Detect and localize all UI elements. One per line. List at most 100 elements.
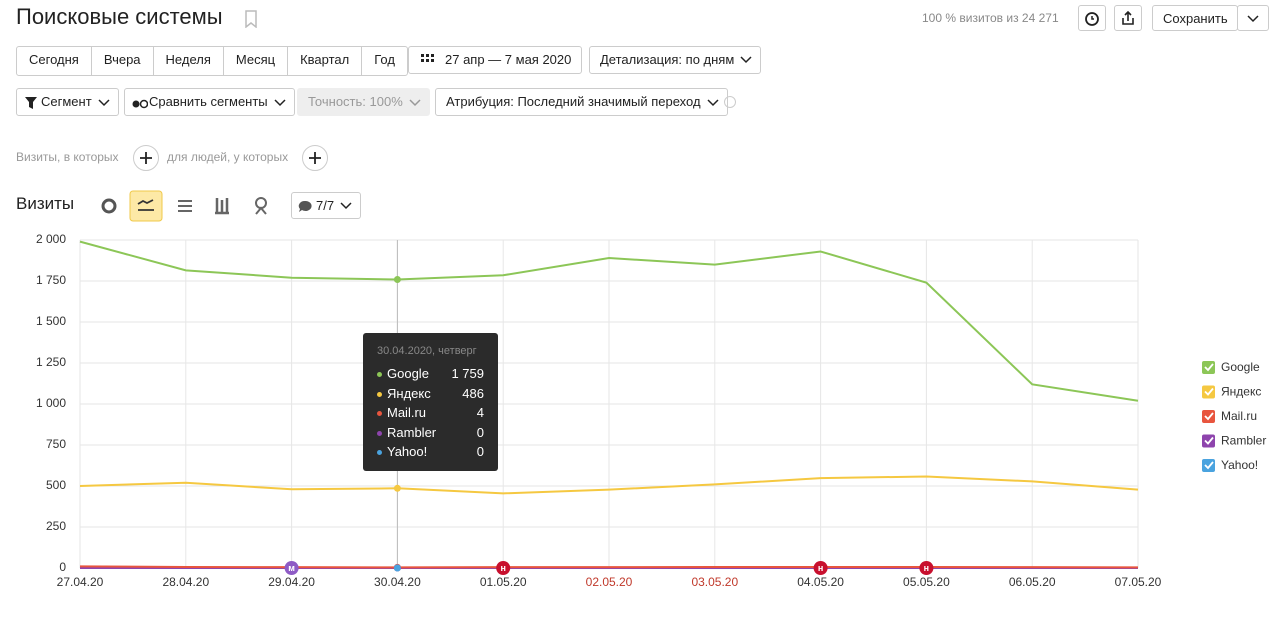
save-menu[interactable]	[1237, 5, 1269, 31]
filter-visits-label: Визиты, в которых	[16, 150, 119, 164]
annotation[interactable]: н	[496, 561, 511, 575]
series-line	[79, 240, 1139, 402]
legend-checkbox	[1202, 361, 1215, 374]
tooltip-dot	[377, 411, 382, 416]
tooltip-name: Google	[387, 366, 429, 381]
period-button[interactable]: Квартал	[288, 47, 363, 75]
x-tick-label: 27.04.20	[57, 575, 104, 589]
detail-select[interactable]: Детализация: по дням	[589, 46, 762, 74]
legend-label: Google	[1221, 360, 1260, 374]
crosshair-point	[393, 484, 401, 492]
period-button[interactable]: Неделя	[154, 47, 224, 75]
segment-text: Сегмент	[41, 94, 92, 109]
period-group: Сегодня Вчера Неделя Месяц Квартал Год	[16, 46, 408, 76]
x-tick-label: 02.05.20	[586, 575, 633, 589]
attribution-select[interactable]: Атрибуция: Последний значимый переход	[435, 88, 728, 116]
tooltip-row: Rambler 0	[363, 423, 498, 442]
tooltip-dot	[377, 372, 382, 377]
tooltip-value: 1 759	[451, 366, 484, 381]
tooltip-row: Mail.ru 4	[363, 403, 498, 422]
tooltip-row: Яндекс 486	[363, 384, 498, 403]
period-button[interactable]: Месяц	[224, 47, 289, 75]
x-tick-label: 30.04.20	[374, 575, 421, 589]
x-tick-label: 07.05.20	[1115, 575, 1162, 589]
accuracy-text: Точность: 100%	[308, 94, 403, 109]
legend-item[interactable]: Yahoo!	[1202, 458, 1258, 472]
bookmark-icon[interactable]	[244, 10, 258, 28]
date-range-text: 27 апр — 7 мая 2020	[445, 52, 572, 67]
legend-label: Mail.ru	[1221, 409, 1257, 423]
series-count: 7/7	[316, 198, 335, 213]
annotation-label: н	[500, 563, 505, 573]
series-line	[79, 565, 1139, 569]
compare-text: Сравнить сегменты	[149, 94, 268, 109]
series-count-button[interactable]: 7/7	[291, 192, 362, 219]
period-button[interactable]: Вчера	[92, 47, 154, 75]
legend-check	[1204, 363, 1214, 372]
tooltip-value: 486	[462, 385, 484, 401]
tooltip-dot	[377, 430, 382, 436]
page-title: Поисковые системы	[16, 4, 223, 29]
accuracy-select: Точность: 100%	[297, 88, 430, 116]
legend-label: Yahoo!	[1221, 458, 1258, 472]
history-button[interactable]	[1078, 5, 1106, 31]
legend-label: Яндекс	[1221, 385, 1261, 399]
x-tick-label: 05.05.20	[903, 575, 950, 589]
legend-item[interactable]: Яндекс	[1202, 385, 1261, 399]
y-tick-label: 500	[46, 478, 66, 492]
add-visit-filter[interactable]	[132, 144, 160, 172]
annotation[interactable]: н	[813, 561, 828, 575]
tooltip-date: 30.04.2020, четверг	[377, 345, 477, 357]
y-tick-label: 1 750	[36, 273, 66, 287]
y-tick-label: 0	[59, 560, 66, 574]
annotation[interactable]: м	[284, 561, 299, 575]
detail-text: Детализация: по дням	[600, 52, 735, 67]
tooltip-value: 4	[476, 405, 484, 420]
x-tick-label: 01.05.20	[480, 575, 527, 589]
annotation-badge	[284, 561, 299, 575]
period-button[interactable]: Год	[374, 52, 395, 67]
tooltip-name: Яндекс	[387, 385, 431, 401]
date-range[interactable]: 27 апр — 7 мая 2020	[408, 46, 583, 74]
help-icon[interactable]	[723, 95, 737, 109]
tooltip-row: Google 1 759	[363, 364, 498, 383]
legend-item[interactable]: Google	[1202, 360, 1260, 374]
attribution-text: Атрибуция: Последний значимый переход	[446, 94, 701, 109]
tooltip-row: Yahoo! 0	[363, 442, 498, 461]
tooltip-name: Yahoo!	[387, 444, 428, 459]
chart-type-switcher[interactable]	[96, 190, 276, 222]
tooltip-name: Rambler	[387, 424, 437, 440]
filter-people-label: для людей, у которых	[167, 150, 289, 164]
y-tick-label: 1 500	[36, 314, 66, 328]
annotation-badge	[496, 561, 511, 575]
visits-note: 100 % визитов из 24 271	[922, 11, 1059, 25]
legend-item[interactable]: Rambler	[1202, 434, 1266, 448]
y-tick-label: 1 000	[36, 396, 66, 410]
crosshair-point	[393, 276, 401, 284]
compare-button[interactable]: Сравнить сегменты	[124, 88, 295, 116]
legend-item[interactable]: Mail.ru	[1202, 409, 1257, 423]
legend-label: Rambler	[1221, 434, 1266, 448]
tooltip-name: Mail.ru	[387, 405, 427, 420]
add-people-filter[interactable]	[301, 144, 329, 172]
export-button[interactable]	[1114, 5, 1142, 31]
legend-checkbox	[1202, 434, 1215, 448]
legend-checkbox	[1202, 410, 1215, 423]
tooltip-dot	[377, 450, 382, 455]
annotation-label: н	[818, 563, 823, 573]
annotation[interactable]: н	[919, 561, 934, 575]
annotation-label: н	[924, 563, 929, 573]
chart-title: Визиты	[16, 194, 75, 213]
series-line	[79, 475, 1139, 495]
save-button[interactable]: Сохранить	[1152, 5, 1238, 31]
annotation-badge	[813, 561, 828, 575]
period-button[interactable]: Сегодня	[17, 47, 92, 75]
segment-button[interactable]: Сегмент	[16, 88, 119, 116]
legend-check	[1204, 461, 1214, 470]
legend-check	[1204, 436, 1214, 445]
y-tick-label: 1 250	[36, 355, 66, 369]
x-tick-label: 29.04.20	[268, 575, 315, 589]
tooltip-value: 0	[476, 444, 484, 459]
y-tick-label: 750	[46, 437, 66, 451]
